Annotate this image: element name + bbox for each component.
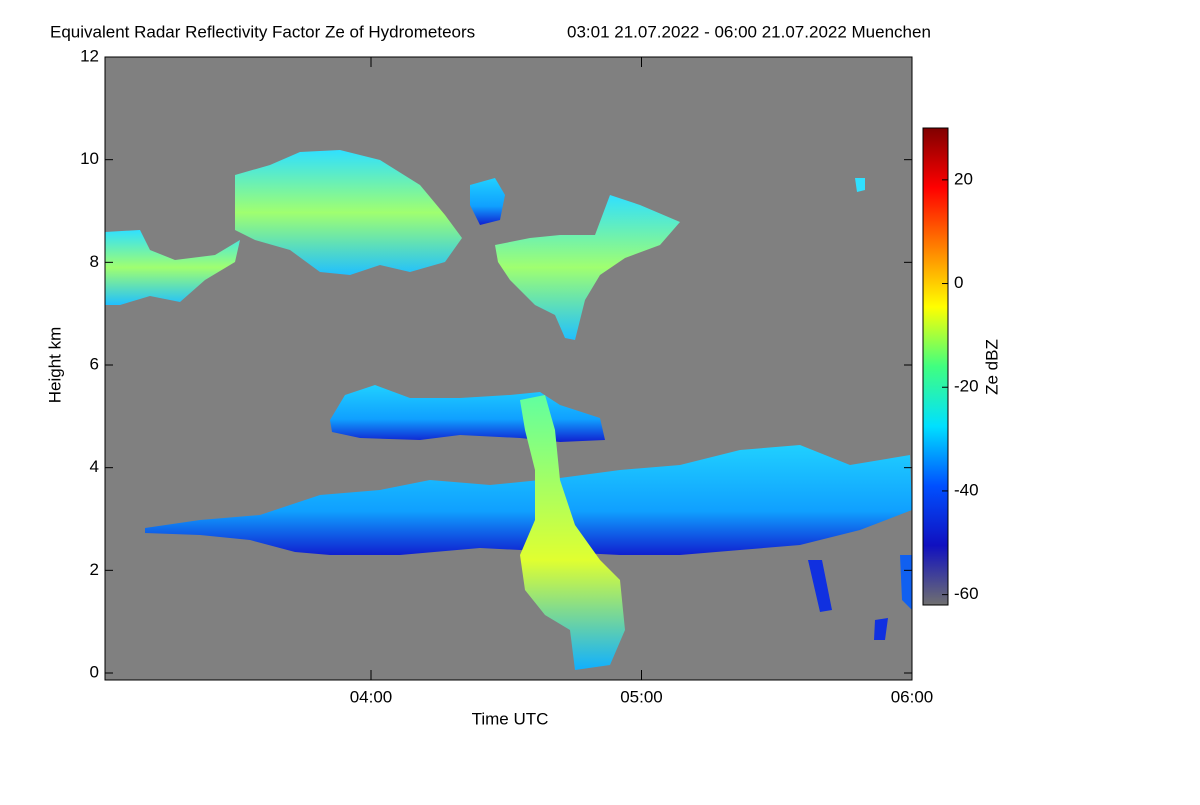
x-axis-title: Time UTC [472, 709, 549, 728]
y-tick-label: 6 [90, 354, 99, 373]
reflectivity-field [105, 150, 912, 670]
colorbar-tick-label: -40 [954, 480, 979, 499]
colorbar [922, 127, 949, 606]
y-tick-label: 0 [90, 662, 99, 681]
plot-frame [104, 56, 913, 681]
colorbar-tick-label: 20 [954, 169, 973, 188]
colorbar-tick-label: -60 [954, 584, 979, 603]
colorbar-title: Ze dBZ [982, 339, 1001, 395]
colorbar-tick-label: 0 [954, 273, 963, 292]
y-tick-label: 4 [90, 457, 99, 476]
chart-subtitle: 03:01 21.07.2022 - 06:00 21.07.2022 Muen… [567, 22, 931, 41]
plot-area [105, 57, 912, 680]
y-tick-label: 10 [80, 149, 99, 168]
x-tick-label: 05:00 [620, 687, 663, 706]
y-tick-label: 8 [90, 252, 99, 271]
y-axis-title: Height km [45, 327, 64, 404]
y-tick-label: 12 [80, 46, 99, 65]
y-tick-label: 2 [90, 560, 99, 579]
colorbar-tick-label: -20 [954, 377, 979, 396]
x-tick-label: 06:00 [891, 687, 934, 706]
x-tick-label: 04:00 [350, 687, 393, 706]
chart-title: Equivalent Radar Reflectivity Factor Ze … [50, 22, 475, 41]
